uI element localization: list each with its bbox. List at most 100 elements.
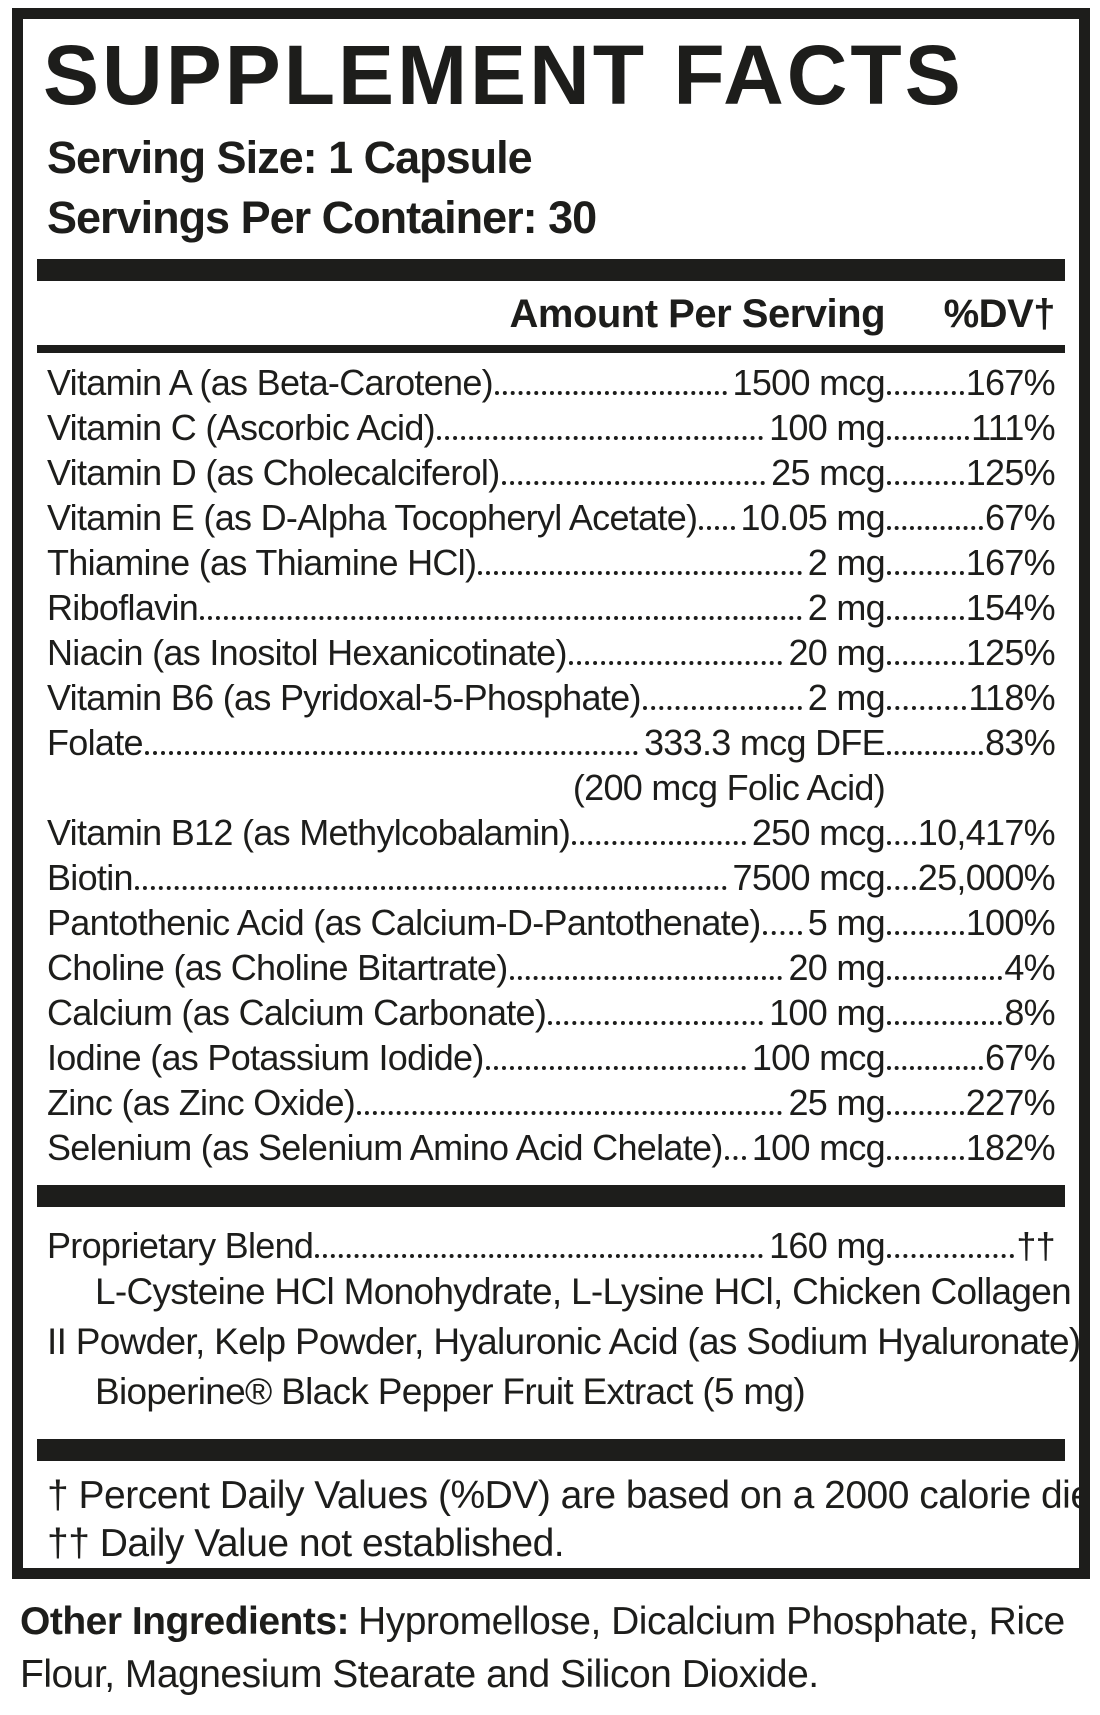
- nutrient-name: Niacin (as Inositol Hexanicotinate): [47, 632, 567, 673]
- nutrient-dv: 100%: [965, 902, 1056, 943]
- table-row-thiamine: Thiamine (as Thiamine HCl) 2 mg 167%: [47, 539, 1056, 584]
- nutrient-dv: 182%: [965, 1127, 1056, 1168]
- nutrient-dv: 67%: [985, 1037, 1056, 1078]
- nutrient-amount: 2 mg: [807, 542, 886, 583]
- nutrient-name: Vitamin B12 (as Methylcobalamin): [47, 812, 571, 853]
- dot-leader: [485, 1066, 746, 1070]
- amount-per-serving-header: Amount Per Serving: [509, 292, 885, 336]
- serving-size: Serving Size: 1 Capsule: [47, 132, 533, 183]
- nutrient-amount: 100 mcg: [751, 1037, 886, 1078]
- nutrient-amount: 2 mg: [807, 677, 886, 718]
- nutrient-dv: 227%: [965, 1082, 1056, 1123]
- supplement-label: SUPPLEMENT FACTS Serving Size: 1 Capsule…: [0, 8, 1100, 1701]
- other-ingredients-text: Hypromellose, Dicalcium Phosphate, Rice …: [20, 1600, 1065, 1696]
- nutrient-amount: 10.05 mg: [740, 497, 886, 538]
- nutrient-dv: 25,000%: [917, 857, 1056, 898]
- dot-leader: [699, 526, 735, 530]
- nutrient-dv: 4%: [1004, 947, 1055, 988]
- folate-subnote-row: (200 mcg Folic Acid): [47, 764, 1055, 809]
- dot-leader: [568, 661, 783, 665]
- proprietary-blend-name: Proprietary Blend: [47, 1225, 314, 1266]
- nutrient-dv: 111%: [971, 407, 1056, 448]
- proprietary-blend-ingredients-line-1: L-Cysteine HCl Monohydrate, L-Lysine HCl…: [95, 1271, 1090, 1312]
- nutrient-amount: 20 mg: [788, 947, 885, 988]
- proprietary-blend-ingredients-line-3: Bioperine® Black Pepper Fruit Extract (5…: [95, 1371, 806, 1412]
- nutrient-dv: 67%: [985, 497, 1056, 538]
- dot-leader: [762, 931, 802, 935]
- table-row-pantothenic-acid: Pantothenic Acid (as Calcium-D-Pantothen…: [47, 899, 1056, 944]
- table-row-zinc: Zinc (as Zinc Oxide) 25 mg 227%: [47, 1079, 1056, 1124]
- nutrient-name: Folate: [47, 722, 144, 763]
- dot-leader: [887, 1066, 984, 1070]
- column-headers: Amount Per Serving %DV†: [47, 291, 1055, 337]
- table-row-vitamin-c: Vitamin C (Ascorbic Acid) 100 mg 111%: [47, 404, 1056, 449]
- dot-leader: [501, 481, 766, 485]
- dot-leader: [887, 706, 967, 710]
- dot-leader: [887, 751, 984, 755]
- nutrient-amount: 100 mg: [769, 407, 886, 448]
- nutrient-name: Vitamin B6 (as Pyridoxal-5-Phosphate): [47, 677, 641, 718]
- table-row-vitamin-a: Vitamin A (as Beta-Carotene) 1500 mcg 16…: [47, 359, 1056, 404]
- dot-leader: [887, 886, 916, 890]
- table-row-niacin: Niacin (as Inositol Hexanicotinate) 20 m…: [47, 629, 1056, 674]
- nutrient-dv: 167%: [965, 542, 1056, 583]
- dot-leader: [887, 1156, 964, 1160]
- nutrient-name: Pantothenic Acid (as Calcium-D-Pantothen…: [47, 902, 761, 943]
- dot-leader: [887, 1254, 1015, 1258]
- table-row-biotin: Biotin 7500 mcg 25,000%: [47, 854, 1056, 899]
- proprietary-blend-amount: 160 mg: [769, 1225, 886, 1266]
- proprietary-blend-ingredients-line-2: II Powder, Kelp Powder, Hyaluronic Acid …: [47, 1321, 1090, 1362]
- nutrient-name: Vitamin A (as Beta-Carotene): [47, 362, 494, 403]
- nutrient-name: Thiamine (as Thiamine HCl): [47, 542, 477, 583]
- table-row-calcium: Calcium (as Calcium Carbonate) 100 mg 8%: [47, 989, 1056, 1034]
- dot-leader: [887, 571, 964, 575]
- nutrient-dv: 154%: [965, 587, 1056, 628]
- footnote-dv-not-established: †† Daily Value not established.: [47, 1522, 565, 1565]
- nutrient-name: Iodine (as Potassium Iodide): [47, 1037, 484, 1078]
- nutrient-amount: 1500 mcg: [732, 362, 886, 403]
- header-underline: [37, 345, 1065, 353]
- dot-leader: [494, 391, 727, 395]
- nutrient-dv: 118%: [968, 677, 1055, 718]
- table-row-selenium: Selenium (as Selenium Amino Acid Chelate…: [47, 1124, 1056, 1169]
- dot-leader: [509, 976, 783, 980]
- table-row-vitamin-b12: Vitamin B12 (as Methylcobalamin) 250 mcg…: [47, 809, 1056, 854]
- dot-leader: [887, 436, 970, 440]
- servings-per-container: Servings Per Container: 30: [47, 192, 597, 243]
- nutrient-name: Vitamin D (as Cholecalciferol): [47, 452, 500, 493]
- dv-header: %DV†: [943, 292, 1056, 336]
- nutrient-name: Vitamin E (as D-Alpha Tocopheryl Acetate…: [47, 497, 698, 538]
- proprietary-blend-dv: ††: [1016, 1225, 1055, 1266]
- dot-leader: [724, 1156, 746, 1160]
- nutrient-dv: 10,417%: [917, 812, 1056, 853]
- nutrient-amount: 250 mcg: [751, 812, 886, 853]
- nutrient-rows: Vitamin A (as Beta-Carotene) 1500 mcg 16…: [47, 359, 1056, 1169]
- divider-bar-top: [37, 259, 1065, 281]
- nutrient-dv: 125%: [965, 452, 1056, 493]
- footnote-percent-dv: † Percent Daily Values (%DV) are based o…: [47, 1474, 1090, 1517]
- nutrient-amount: 7500 mcg: [732, 857, 886, 898]
- dot-leader: [315, 1254, 764, 1258]
- nutrient-amount: 100 mg: [769, 992, 886, 1033]
- dot-leader: [887, 931, 964, 935]
- nutrient-name: Biotin: [47, 857, 134, 898]
- nutrient-name: Selenium (as Selenium Amino Acid Chelate…: [47, 1127, 723, 1168]
- nutrient-name: Choline (as Choline Bitartrate): [47, 947, 508, 988]
- dot-leader: [357, 1111, 783, 1115]
- nutrient-amount: 25 mcg: [771, 452, 886, 493]
- nutrient-amount: 100 mcg: [751, 1127, 886, 1168]
- folate-subnote: (200 mcg Folic Acid): [572, 767, 886, 808]
- dv-header-zone: %DV†: [885, 292, 1056, 337]
- proprietary-blend-row: Proprietary Blend 160 mg ††: [47, 1219, 1056, 1267]
- dot-leader: [642, 706, 802, 710]
- supplement-facts-panel: SUPPLEMENT FACTS Serving Size: 1 Capsule…: [12, 8, 1090, 1579]
- nutrient-amount: 5 mg: [807, 902, 886, 943]
- dot-leader: [887, 391, 964, 395]
- table-row-folate: Folate 333.3 mcg DFE 83%: [47, 719, 1056, 764]
- nutrient-amount: 2 mg: [807, 587, 886, 628]
- other-ingredients-label: Other Ingredients:: [20, 1600, 350, 1643]
- table-row-iodine: Iodine (as Potassium Iodide) 100 mcg 67%: [47, 1034, 1056, 1079]
- nutrient-name: Riboflavin: [47, 587, 199, 628]
- nutrient-dv: 167%: [965, 362, 1056, 403]
- nutrient-name: Calcium (as Calcium Carbonate): [47, 992, 547, 1033]
